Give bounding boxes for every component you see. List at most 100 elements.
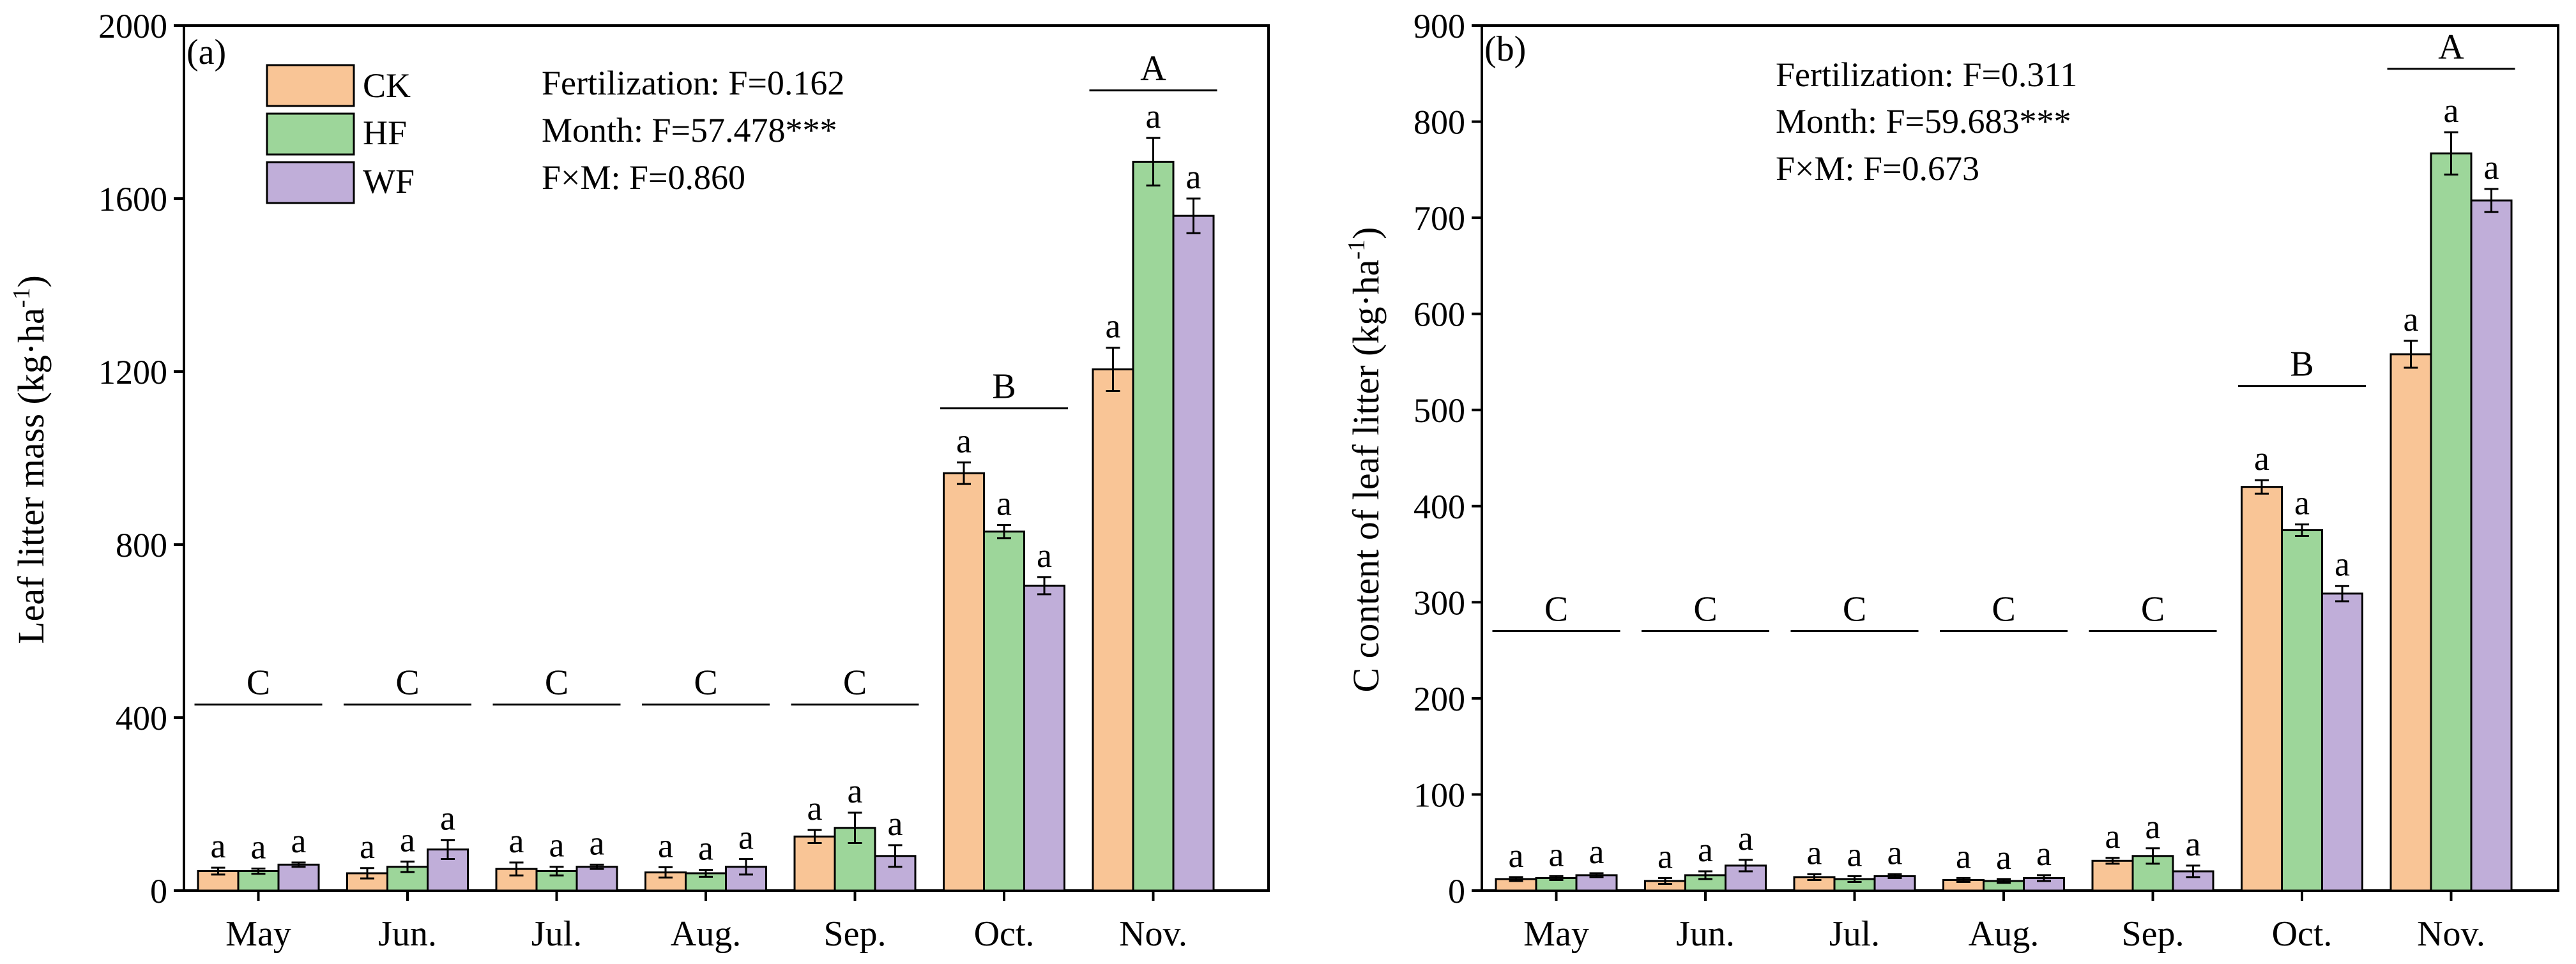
panel-b-letter: a [2404,300,2419,338]
panel-a-letter: a [1106,307,1121,345]
panel-a-group-letter: C [694,663,717,703]
panel-b-letter: a [1509,836,1524,875]
panel-b-bar-hf [2430,152,2473,892]
panel-b-letter: a [2036,834,2052,873]
panel-a-group-letter: C [395,663,419,703]
panel-b-letter: a [1589,832,1604,871]
panel-b-ytick-label: 900 [1414,7,1465,45]
panel-a-xtick-label: Sep. [824,914,887,954]
panel-a-stat-month: Month: F=57.478*** [542,111,837,149]
panel-a-ytick-label: 2000 [98,7,167,45]
panel-b-ytick-label: 200 [1414,680,1465,718]
panel-a-xtick-label: Nov. [1119,914,1187,954]
panel-a-group-letter: B [992,367,1016,407]
panel-a-bar-hf [983,531,1025,892]
panel-a-ytick-label: 400 [116,699,167,737]
panel-b-xtick-label: May [1523,914,1589,954]
panel-b-group-letter: C [1544,590,1568,629]
panel-b-letter: a [2105,817,2121,855]
panel-a-ylabel-main: Leaf litter mass (kg·ha [10,308,52,644]
panel-b-group-letter: C [1992,590,2015,629]
panel-b-group-letter: C [1693,590,1717,629]
panel-b-letter: a [1807,833,1822,871]
panel-b-ytick-label: 300 [1414,584,1465,622]
panel-b-letter: a [2444,91,2459,130]
panel-a-bar-hf [1132,160,1175,892]
panel-a-bar-wf [575,866,618,892]
panel-a-bar-ck [943,472,985,892]
panel-b-letter: a [2484,148,2499,186]
panel-a-bar-wf [1172,215,1215,892]
panel-b-bar-ck [2091,859,2134,892]
legend-swatch-hf [266,112,355,156]
legend-label-ck: CK [363,66,411,105]
panel-b-letter: a [1887,833,1903,871]
panel-a-bar-wf [1023,584,1065,892]
panel-a-ytick-label: 1600 [98,180,167,218]
panel-a-stat-interaction: F×M: F=0.860 [542,158,745,197]
panel-a-letter: a [509,822,524,860]
panel-a-letter: a [251,827,266,866]
panel-b-ytick-label: 0 [1448,872,1465,910]
panel-a-letter: a [440,799,455,838]
panel-b-letter: a [2254,439,2269,478]
panel-a-xtick-label: Jul. [531,914,582,954]
panel-a-group-letter: C [843,663,867,703]
panel-b-ytick-label: 100 [1414,776,1465,814]
panel-a-group-letter: C [545,663,568,703]
panel-a-ytick-label: 800 [116,526,167,564]
panel-b-bar-ck [2389,353,2432,892]
panel-b-letter: a [1698,831,1713,869]
panel-b-xtick-label: Oct. [2272,914,2333,954]
panel-b-ytick-label: 500 [1414,391,1465,430]
panel-a-ylabel-sup: -1 [8,288,35,308]
panel-a-letter: a [888,804,903,843]
panel-b-stat-month: Month: F=59.683*** [1776,102,2071,140]
panel-a-letter: a [360,827,375,866]
legend-swatch-ck [266,64,355,107]
panel-a-letter: a [738,818,754,857]
panel-b-ytick-label: 600 [1414,296,1465,334]
panel-b-ytick-label: 800 [1414,103,1465,142]
panel-a-letter: a [400,821,415,859]
panel-b-letter: a [1956,837,1971,875]
panel-a-ylabel-close: ) [10,275,52,287]
panel-b-letter: a [1996,838,2011,877]
panel-b-group-letter: A [2438,27,2464,67]
panel-a-letter: a [807,789,823,827]
panel-a-letter: a [590,824,605,862]
panel-b-ytick-label: 700 [1414,199,1465,237]
panel-b-bar-wf [2321,592,2363,892]
panel-a-xtick-label: Oct. [974,914,1035,954]
panel-b-stat-fertilization: Fertilization: F=0.311 [1776,56,2077,94]
panel-b-xtick-label: Jul. [1829,914,1880,954]
panel-a-letter: a [848,772,863,810]
panel-a-label: (a) [187,33,226,72]
panel-a-letter: a [549,826,565,864]
panel-b-ylabel-sup: -1 [1343,239,1370,260]
panel-b-letter: a [2335,545,2350,584]
panel-a-bar-ck [793,835,836,892]
panel-b-ytick-label: 400 [1414,488,1465,526]
panel-b-group-letter: C [2141,590,2165,629]
panel-b-letter: a [1738,819,1753,857]
legend-swatch-wf [266,161,355,204]
panel-b-letter: a [1549,835,1564,873]
panel-a-xtick-label: Jun. [378,914,437,954]
panel-a-group-letter: C [247,663,270,703]
legend-label-hf: HF [363,114,407,152]
panel-a-xtick-label: Aug. [671,914,741,954]
panel-a-ytick-label: 1200 [98,353,167,391]
panel-b-bar-ck [2241,486,2283,892]
panel-a-bar-wf [277,863,320,892]
panel-b-xtick-label: Jun. [1676,914,1735,954]
panel-b-xtick-label: Aug. [1969,914,2039,954]
panel-b-group-letter: C [1843,590,1866,629]
panel-a-letter: a [956,421,972,460]
panel-b-xtick-label: Sep. [2122,914,2184,954]
panel-b-xtick-label: Nov. [2417,914,2485,954]
panel-a-letter: a [291,822,307,860]
